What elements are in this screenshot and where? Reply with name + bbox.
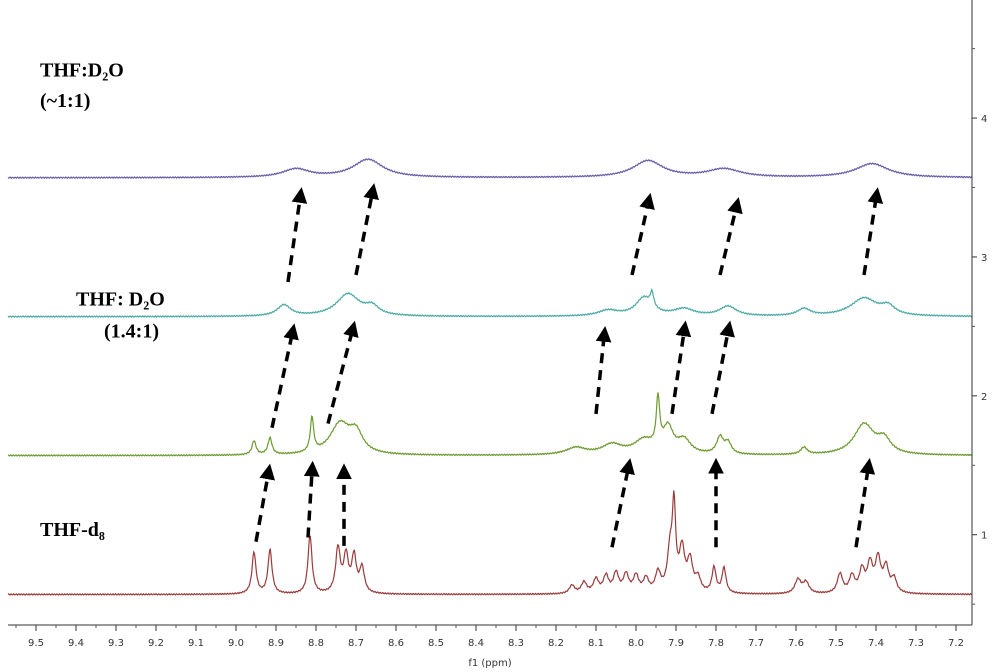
spectrum-label-1: THF:D₂O — [40, 59, 124, 81]
x-tick-label: 7.4 — [868, 638, 884, 649]
dashed-arrow-15 — [718, 197, 743, 276]
dashed-arrow-13 — [354, 183, 379, 276]
x-tick-label: 9.5 — [28, 638, 44, 649]
y-tick-label: 2 — [981, 392, 987, 403]
spectrum-line-4 — [7, 157, 973, 180]
spectrum-labels: THF:D₂O (~1:1) THF: D₂O (1.4:1) THF-d₈ — [40, 59, 165, 541]
x-tick-label: 7.6 — [788, 638, 804, 649]
dashed-arrow-10 — [670, 320, 692, 415]
x-tick-label: 8.7 — [348, 638, 364, 649]
x-tick-label: 7.3 — [908, 638, 924, 649]
x-tick-label: 8.6 — [388, 638, 404, 649]
x-tick-label: 9.1 — [188, 638, 204, 649]
x-tick-label: 8.5 — [428, 638, 444, 649]
arrow-annotations — [254, 183, 884, 548]
x-tick-label: 8.1 — [588, 638, 604, 649]
dashed-arrow-4 — [610, 458, 635, 548]
spectrum-line-2 — [7, 392, 973, 457]
dashed-arrow-14 — [630, 192, 655, 276]
dashed-arrow-16 — [862, 187, 884, 276]
x-tick-label: 8.0 — [628, 638, 644, 649]
dashed-arrow-9 — [594, 326, 612, 415]
spectrum-label-2: (~1:1) — [40, 90, 90, 112]
x-tick-label: 8.3 — [508, 638, 524, 649]
x-tick-label: 8.9 — [268, 638, 284, 649]
x-tick-label: 9.4 — [68, 638, 84, 649]
spectrum-label-4: (1.4:1) — [104, 321, 159, 343]
x-tick-label: 8.8 — [308, 638, 324, 649]
y-tick-label: 3 — [981, 253, 987, 264]
x-tick-label: 8.2 — [548, 638, 564, 649]
y-tick-label: 1 — [981, 531, 987, 542]
spectra-group — [7, 157, 973, 596]
dashed-arrow-7 — [270, 323, 299, 429]
spectrum-line-3 — [7, 287, 973, 319]
dashed-arrow-11 — [710, 320, 735, 415]
dashed-arrow-6 — [854, 458, 876, 548]
x-tick-label: 9.3 — [108, 638, 124, 649]
x-tick-label: 7.7 — [748, 638, 764, 649]
x-axis-label: f1 (ppm) — [468, 658, 511, 669]
spectrum-label-3: THF: D₂O — [76, 289, 165, 311]
y-axis: 1 2 3 4 — [971, 0, 987, 625]
x-tick-label: 7.8 — [708, 638, 724, 649]
spectrum-label-5: THF-d₈ — [40, 519, 105, 541]
x-tick-label: 7.9 — [668, 638, 684, 649]
x-axis: 9.5 9.4 9.3 9.2 9.1 9.0 8.9 8.8 8.7 8.6 8.5 8.4 8.3 8… — [8, 624, 972, 649]
x-tick-label: 9.0 — [228, 638, 244, 649]
x-tick-label: 7.5 — [828, 638, 844, 649]
x-tick-label: 7.2 — [948, 638, 964, 649]
dashed-arrow-1 — [254, 463, 276, 542]
dashed-arrow-8 — [326, 320, 359, 425]
spectrum-line-1 — [7, 490, 973, 596]
y-tick-label: 4 — [981, 114, 987, 125]
x-tick-label: 8.4 — [468, 638, 484, 649]
dashed-arrow-12 — [286, 187, 308, 283]
dashed-arrow-2 — [303, 460, 320, 538]
x-tick-label: 9.2 — [148, 638, 164, 649]
